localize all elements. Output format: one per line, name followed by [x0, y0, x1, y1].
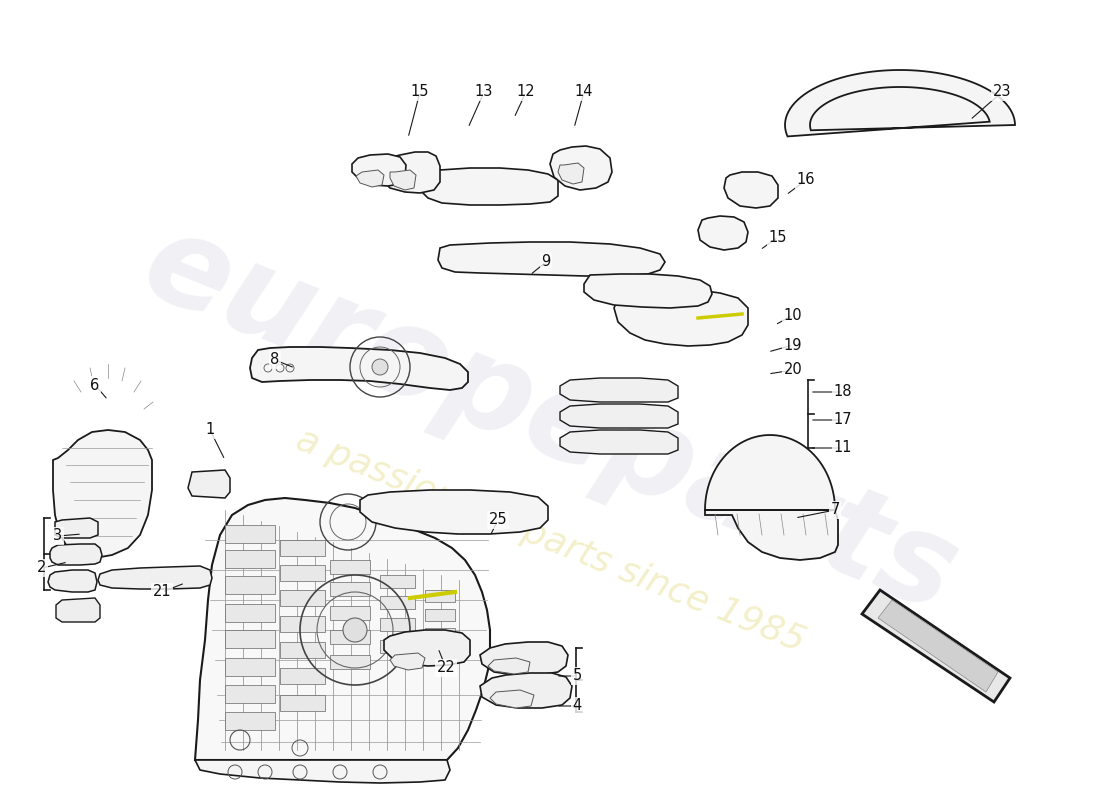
Polygon shape [280, 616, 324, 632]
Polygon shape [280, 590, 324, 606]
Polygon shape [550, 146, 612, 190]
Polygon shape [420, 168, 558, 205]
Polygon shape [378, 152, 440, 193]
Text: 16: 16 [796, 173, 815, 187]
Polygon shape [226, 604, 275, 622]
Polygon shape [558, 163, 584, 184]
Polygon shape [390, 170, 416, 190]
Polygon shape [226, 550, 275, 568]
Polygon shape [226, 712, 275, 730]
Polygon shape [698, 216, 748, 250]
Polygon shape [379, 596, 415, 609]
Text: 5: 5 [572, 669, 582, 683]
Polygon shape [356, 170, 384, 187]
Text: 11: 11 [834, 441, 852, 455]
Text: 13: 13 [475, 85, 493, 99]
Text: 4: 4 [572, 698, 582, 714]
Polygon shape [188, 470, 230, 498]
Circle shape [372, 359, 388, 375]
Text: 23: 23 [992, 85, 1011, 99]
Polygon shape [226, 658, 275, 676]
Polygon shape [280, 642, 324, 658]
Text: 7: 7 [830, 502, 839, 518]
Polygon shape [352, 154, 406, 186]
Polygon shape [56, 598, 100, 622]
Text: 6: 6 [90, 378, 100, 393]
Text: 8: 8 [271, 353, 279, 367]
Polygon shape [48, 570, 97, 592]
Polygon shape [250, 347, 468, 390]
Text: 15: 15 [769, 230, 788, 245]
Polygon shape [862, 590, 1010, 702]
Polygon shape [280, 565, 324, 581]
Text: 20: 20 [783, 362, 802, 378]
Polygon shape [379, 575, 415, 588]
Polygon shape [98, 566, 212, 589]
Text: a passion for parts since 1985: a passion for parts since 1985 [290, 422, 810, 658]
Text: 1: 1 [206, 422, 214, 438]
Polygon shape [280, 668, 324, 684]
Circle shape [343, 618, 367, 642]
Polygon shape [360, 490, 548, 534]
Polygon shape [560, 404, 678, 428]
Polygon shape [705, 435, 838, 560]
Polygon shape [330, 606, 370, 620]
Polygon shape [226, 525, 275, 543]
Polygon shape [330, 630, 370, 644]
Polygon shape [584, 274, 712, 308]
Polygon shape [390, 653, 425, 670]
Text: 10: 10 [783, 307, 802, 322]
Polygon shape [195, 760, 450, 783]
Polygon shape [55, 518, 98, 538]
Text: 22: 22 [437, 661, 455, 675]
Polygon shape [226, 576, 275, 594]
Polygon shape [280, 695, 324, 711]
Polygon shape [560, 430, 678, 454]
Polygon shape [425, 590, 455, 602]
Polygon shape [50, 544, 102, 565]
Text: europeparts: europeparts [126, 202, 974, 638]
Polygon shape [614, 290, 748, 346]
Text: 18: 18 [834, 385, 852, 399]
Text: 19: 19 [783, 338, 802, 353]
Polygon shape [226, 685, 275, 703]
Text: 14: 14 [574, 85, 593, 99]
Polygon shape [330, 582, 370, 596]
Text: 2: 2 [37, 561, 46, 575]
Polygon shape [425, 628, 455, 640]
Polygon shape [384, 630, 470, 666]
Text: 3: 3 [54, 529, 63, 543]
Polygon shape [480, 642, 568, 675]
Text: 25: 25 [488, 513, 507, 527]
Polygon shape [425, 609, 455, 621]
Text: 15: 15 [410, 85, 429, 99]
Polygon shape [53, 430, 152, 558]
Polygon shape [878, 600, 998, 692]
Polygon shape [195, 498, 490, 760]
Text: 9: 9 [541, 254, 551, 270]
Polygon shape [226, 630, 275, 648]
Polygon shape [490, 690, 534, 708]
Polygon shape [379, 640, 415, 653]
Polygon shape [438, 242, 666, 276]
Polygon shape [330, 560, 370, 574]
Polygon shape [480, 673, 572, 708]
Polygon shape [724, 172, 778, 208]
Text: 21: 21 [153, 585, 172, 599]
Polygon shape [560, 378, 678, 402]
Polygon shape [488, 658, 530, 674]
Polygon shape [280, 540, 324, 556]
Polygon shape [785, 70, 1015, 137]
Polygon shape [379, 618, 415, 631]
Text: 12: 12 [517, 85, 536, 99]
Polygon shape [330, 655, 370, 669]
Text: 17: 17 [834, 413, 852, 427]
